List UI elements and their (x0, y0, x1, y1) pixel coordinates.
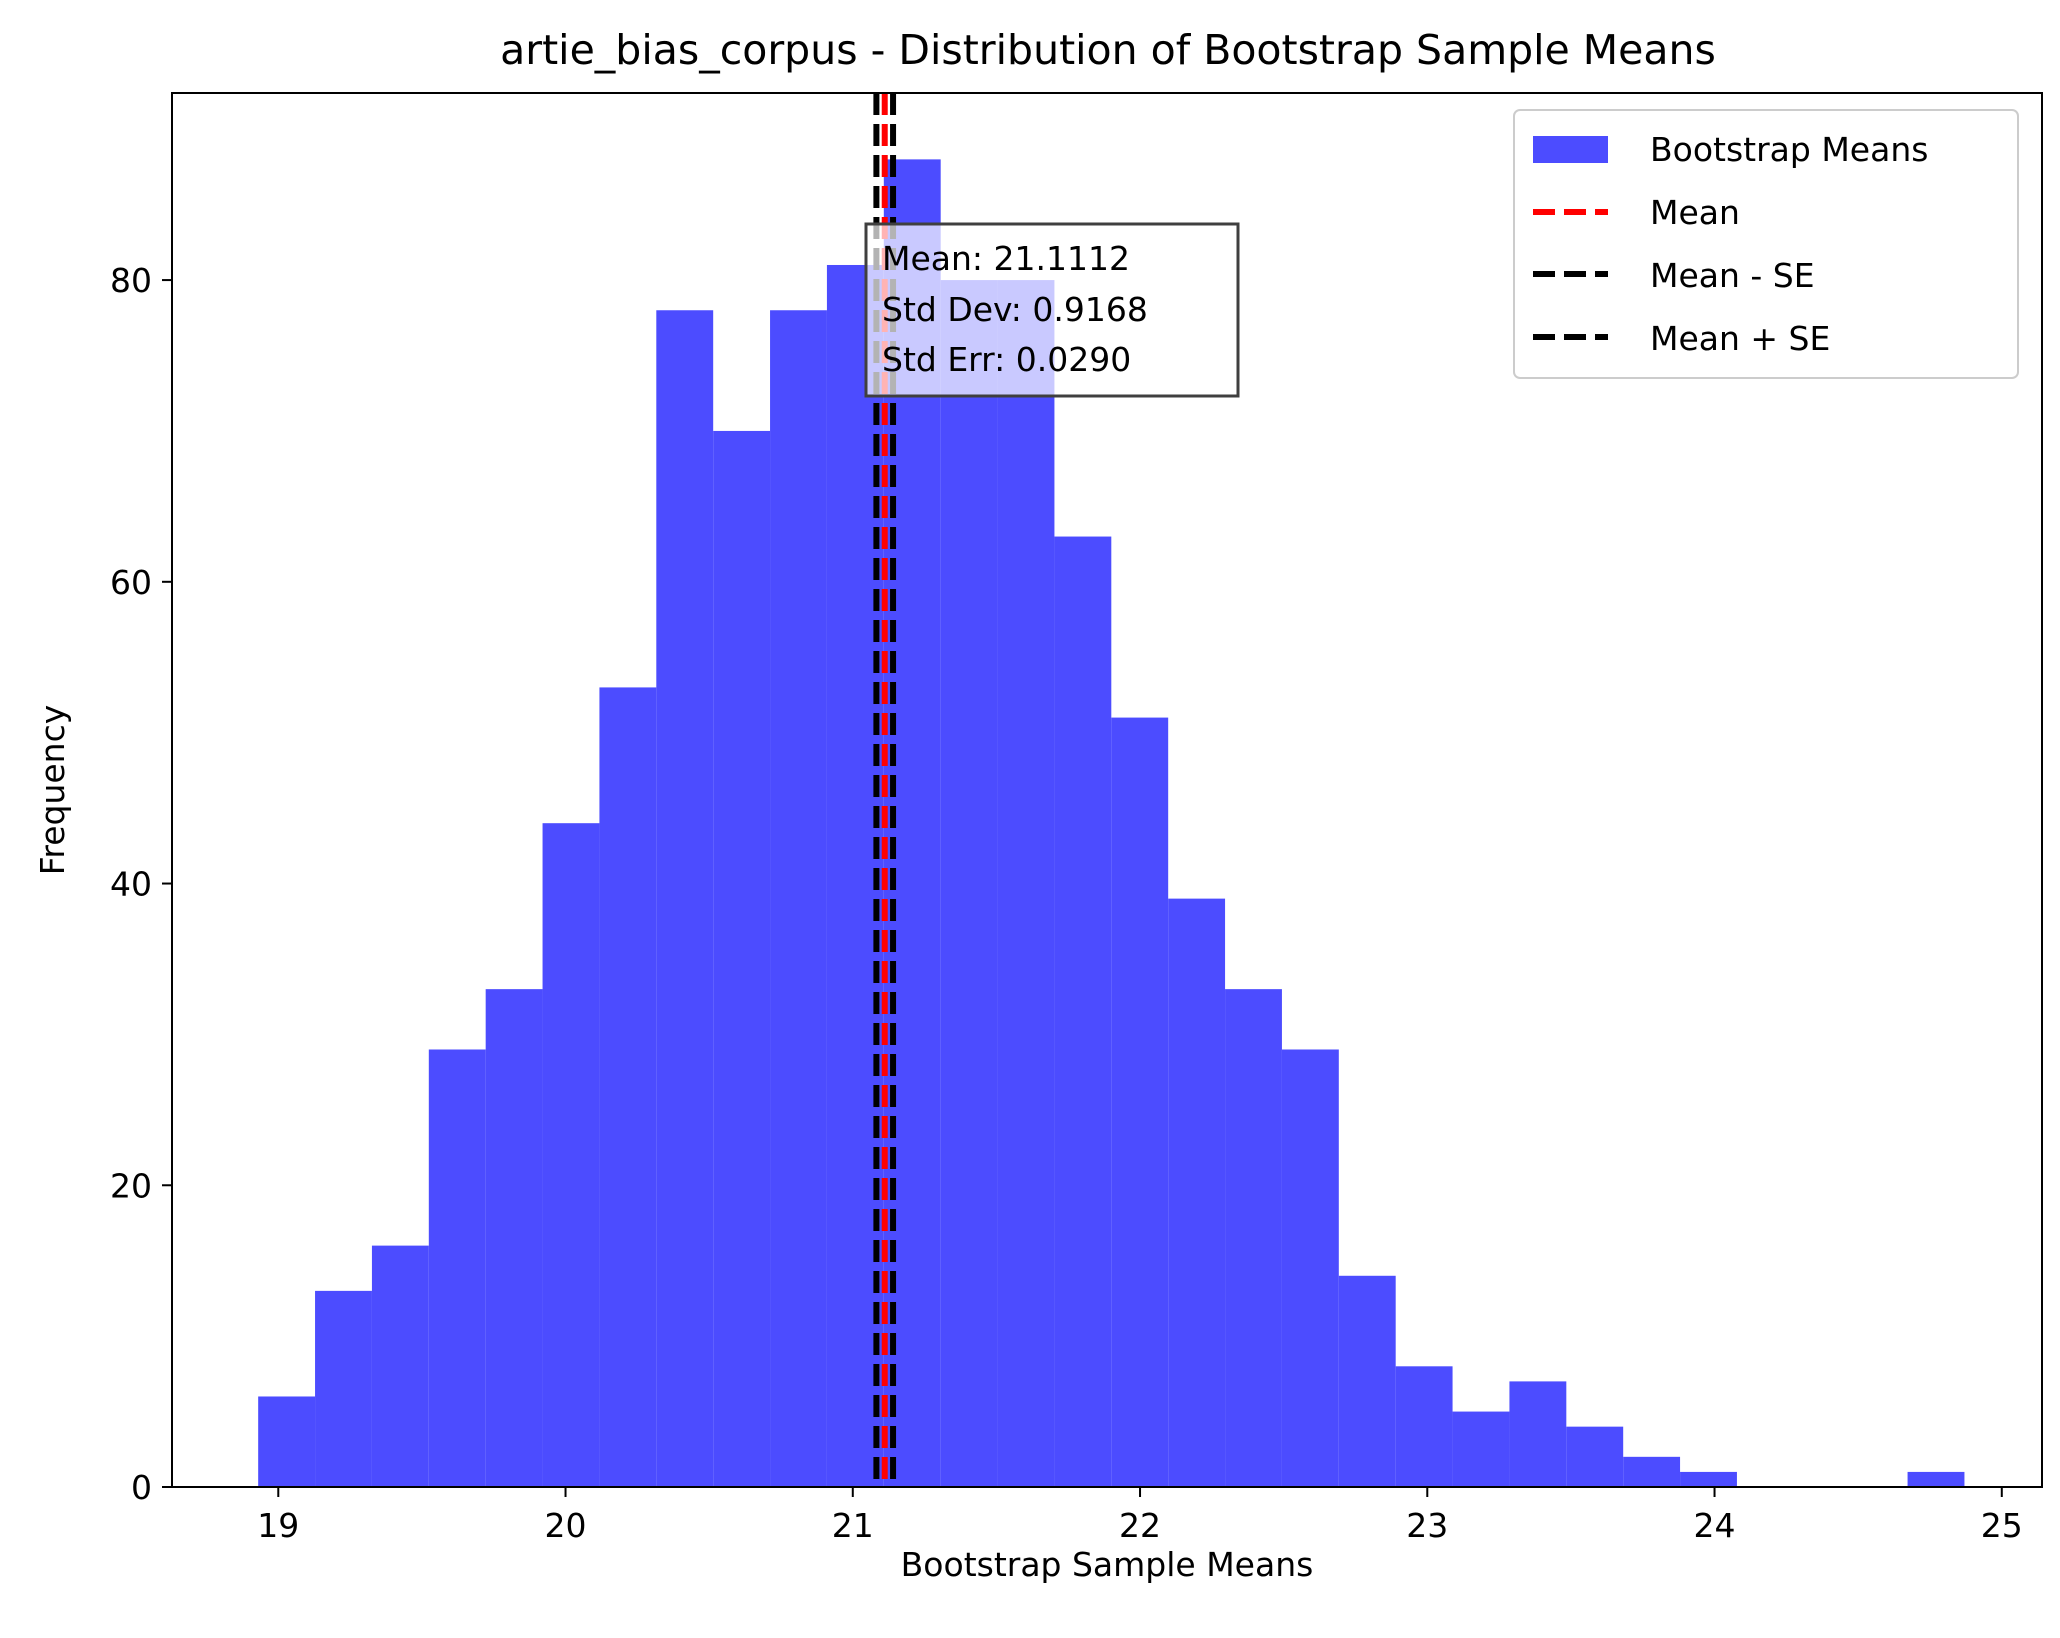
stats-std-err-text: Std Err: 0.0290 (882, 340, 1131, 379)
x-axis-label: Bootstrap Sample Means (901, 1545, 1314, 1584)
stats-std-dev-text: Std Dev: 0.9168 (882, 290, 1148, 329)
y-tick-label: 60 (110, 563, 152, 602)
histogram-bar (1623, 1456, 1681, 1487)
legend: Bootstrap Means Mean Mean - SE Mean + SE (1513, 109, 2019, 379)
histogram-bar (656, 310, 714, 1487)
y-tick-label: 0 (131, 1468, 152, 1507)
histogram-bar (315, 1290, 372, 1487)
histogram-bar (1395, 1366, 1453, 1487)
x-tick-label: 23 (1406, 1506, 1448, 1545)
histogram-bar (258, 1396, 316, 1487)
y-tick-label: 40 (110, 865, 152, 904)
y-tick-label: 20 (110, 1166, 152, 1205)
x-tick-label: 21 (832, 1506, 874, 1545)
histogram-bar (1168, 898, 1226, 1487)
x-axis: 19 20 21 22 23 24 25 (257, 1487, 2023, 1545)
histogram-bar (1338, 1275, 1396, 1487)
legend-label-bootstrap-means: Bootstrap Means (1650, 130, 1928, 169)
histogram-bar (1281, 1049, 1339, 1487)
legend-box (1513, 109, 2019, 379)
chart-title: artie_bias_corpus - Distribution of Boot… (500, 26, 1716, 74)
histogram-bar (1509, 1381, 1567, 1487)
stats-annotation-box (864, 222, 1240, 398)
legend-label-mean-plus-se: Mean + SE (1650, 319, 1830, 358)
histogram-bar (770, 310, 827, 1487)
histogram-bar (371, 1245, 429, 1487)
histogram-bar (997, 280, 1055, 1487)
y-axis-label: Frequency (33, 705, 72, 875)
histogram-bar (1907, 1471, 1965, 1487)
histogram-bar (428, 1049, 486, 1487)
histogram-bar (1111, 717, 1169, 1487)
x-tick-label: 24 (1694, 1506, 1736, 1545)
x-tick-label: 22 (1119, 1506, 1161, 1545)
histogram-bar (1452, 1411, 1510, 1487)
histogram-bar (485, 989, 543, 1487)
y-axis: 0 20 40 60 80 (110, 261, 172, 1507)
legend-label-mean-minus-se: Mean - SE (1650, 256, 1815, 295)
histogram-bar (542, 823, 600, 1487)
axes-frame (171, 92, 2043, 1488)
x-tick-label: 25 (1981, 1506, 2023, 1545)
histogram-bar (599, 687, 657, 1487)
legend-label-mean: Mean (1650, 193, 1740, 232)
histogram-bar (1566, 1426, 1624, 1487)
histogram-bar (713, 430, 771, 1487)
x-tick-label: 19 (257, 1506, 299, 1545)
y-tick-label: 80 (110, 261, 152, 300)
stats-mean-text: Mean: 21.1112 (882, 239, 1130, 278)
legend-swatch-bootstrap-means (1533, 136, 1608, 163)
histogram-bar (1225, 989, 1282, 1487)
histogram-bar (940, 280, 998, 1487)
histogram-bar (1680, 1471, 1737, 1487)
histogram-bar (1054, 536, 1112, 1487)
stats-annotation: Mean: 21.1112 Std Dev: 0.9168 Std Err: 0… (864, 222, 1240, 398)
x-tick-label: 20 (545, 1506, 587, 1545)
